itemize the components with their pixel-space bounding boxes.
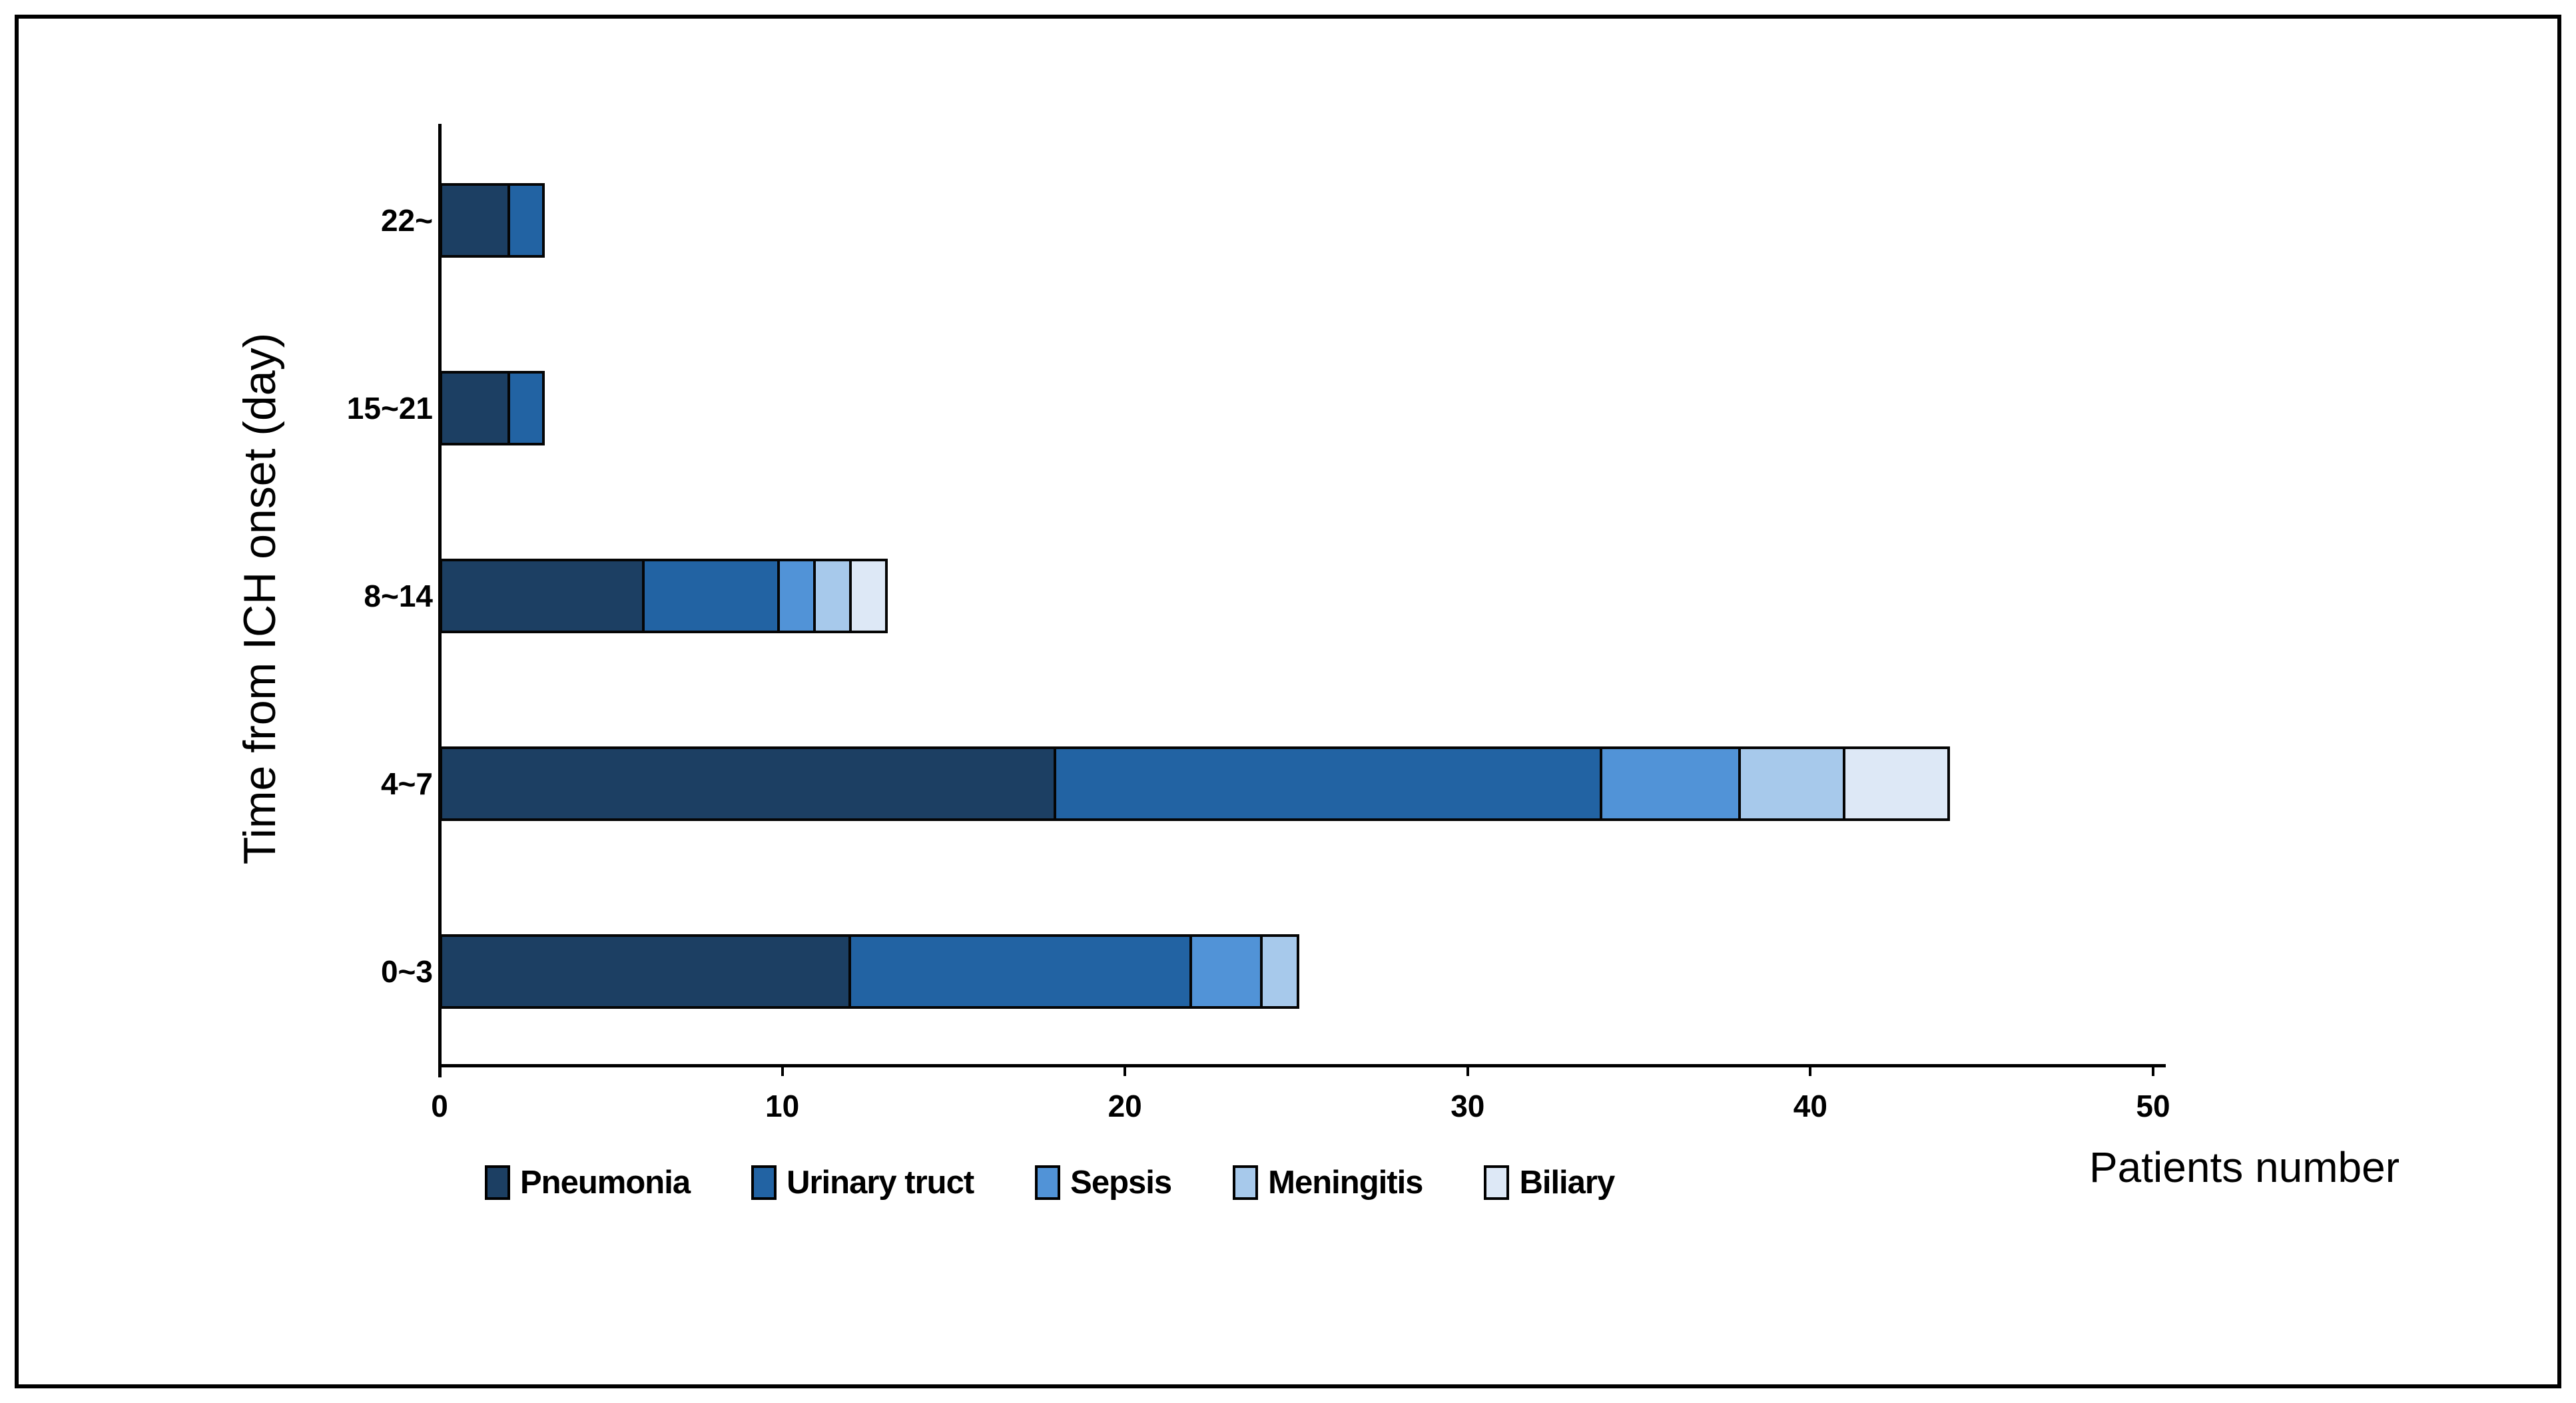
bar-segment-pneumonia [442,374,510,443]
bar-0-3 [440,934,1299,1009]
legend: Pneumonia Urinary truct Sepsis Meningitis Bi… [485,1164,1615,1201]
bar-segment-meningitis [1262,937,1297,1006]
x-tick-mark-40 [1809,1065,1812,1076]
x-tick-mark-20 [1124,1065,1127,1076]
x-tick-mark-10 [781,1065,784,1076]
bar-4-7 [440,746,1951,821]
bar-segment-pneumonia [442,937,851,1006]
y-tick-label-8-14: 8~14 [364,579,433,613]
x-tick-label-10: 10 [765,1089,800,1123]
legend-item-biliary: Biliary [1484,1164,1615,1201]
bar-8-14 [440,559,888,633]
bar-segment-urinary-truct [509,186,543,255]
bar-segment-pneumonia [442,561,645,631]
y-tick-label-0-3: 0~3 [380,954,433,989]
x-tick-mark-50 [2152,1065,2154,1076]
x-tick-mark-0 [438,1065,441,1076]
x-tick-label-30: 30 [1450,1089,1485,1123]
legend-label-meningitis: Meningitis [1268,1165,1423,1201]
bar-segment-biliary [852,561,885,631]
legend-swatch-pneumonia [485,1165,510,1200]
legend-label-pneumonia: Pneumonia [520,1165,691,1201]
legend-item-meningitis: Meningitis [1233,1164,1423,1201]
legend-swatch-urinary-truct [751,1165,777,1200]
x-tick-label-20: 20 [1108,1089,1142,1123]
y-tick-label-22: 22~ [380,203,433,238]
legend-swatch-sepsis [1035,1165,1061,1200]
legend-label-sepsis: Sepsis [1070,1165,1172,1201]
legend-label-biliary: Biliary [1519,1165,1615,1201]
bar-segment-sepsis [1602,749,1742,818]
bar-segment-urinary-truct [509,374,543,443]
bar-segment-meningitis [816,561,852,631]
legend-swatch-biliary [1484,1165,1510,1200]
bar-segment-pneumonia [442,749,1057,818]
legend-item-urinary-truct: Urinary truct [751,1164,974,1201]
legend-item-pneumonia: Pneumonia [485,1164,691,1201]
legend-swatch-meningitis [1233,1165,1259,1200]
bar-segment-sepsis [1192,937,1263,1006]
legend-label-urinary-truct: Urinary truct [787,1165,974,1201]
y-tick-label-4-7: 4~7 [380,766,433,801]
y-tick-label-15-21: 15~21 [346,391,433,425]
bar-segment-biliary [1845,749,1948,818]
bar-segment-pneumonia [442,186,510,255]
bar-segment-urinary-truct [1056,749,1603,818]
x-tick-label-50: 50 [2136,1089,2170,1123]
bar-segment-meningitis [1741,749,1846,818]
bar-segment-urinary-truct [644,561,781,631]
bar-segment-sepsis [780,561,816,631]
legend-item-sepsis: Sepsis [1035,1164,1172,1201]
x-axis-title: Patients number [2089,1143,2400,1191]
bar-22 [440,183,545,258]
bar-15-21 [440,371,545,445]
x-tick-label-40: 40 [1793,1089,1827,1123]
x-axis-line [438,1064,2166,1067]
bar-segment-urinary-truct [850,937,1193,1006]
x-tick-mark-30 [1466,1065,1469,1076]
x-tick-label-0: 0 [431,1089,448,1123]
